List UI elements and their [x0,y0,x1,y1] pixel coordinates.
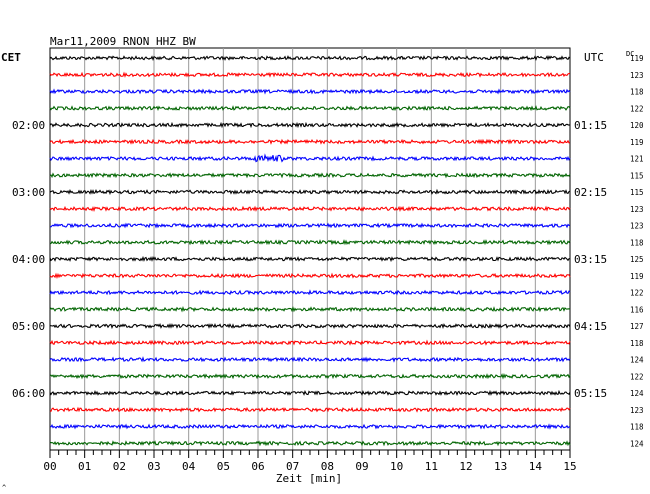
dc-value: 119 [630,54,644,63]
x-tick-label: 11 [425,460,438,473]
dc-value: 118 [630,238,644,247]
dc-value: 115 [630,188,644,197]
right-hour-label: 05:15 [574,387,607,400]
trace-line [49,239,571,246]
trace-line [49,356,571,363]
left-hour-label: 04:00 [12,253,45,266]
dc-value: 124 [630,356,644,365]
right-axis-label: UTC [584,51,604,64]
left-hour-label: 05:00 [12,320,45,333]
dc-value: 123 [630,406,644,415]
trace-line [49,406,571,413]
dc-value: 125 [630,255,644,264]
trace-line [49,55,571,61]
dc-value: 124 [630,439,644,448]
trace-line [49,272,571,279]
trace-line [49,88,571,95]
dc-value: 116 [630,305,644,314]
trace-line [49,188,571,196]
x-axis-label: Zeit [min] [276,472,342,485]
x-tick-label: 12 [459,460,472,473]
dc-value: 121 [630,155,644,164]
trace-line [49,322,571,330]
trace-line [49,138,571,145]
trace-line [49,289,571,296]
left-hour-label: 03:00 [12,186,45,199]
footer-mark: ^ [2,484,6,492]
chart-title: Mar11,2009 RNON HHZ BW [50,35,196,48]
trace-line [49,255,571,263]
dc-value: 118 [630,339,644,348]
trace-line [49,339,571,346]
trace-line [49,222,571,229]
dc-label: DC [626,50,634,58]
x-tick-label: 14 [529,460,543,473]
trace-line [49,71,571,78]
trace-line [49,373,571,380]
x-tick-label: 13 [494,460,507,473]
x-tick-label: 07 [286,460,299,473]
trace-line [49,305,571,313]
dc-value: 122 [630,289,644,298]
right-hour-label: 03:15 [574,253,607,266]
trace-line [49,172,571,179]
x-tick-label: 10 [390,460,403,473]
right-hour-label: 04:15 [574,320,607,333]
trace-line [49,440,571,447]
x-tick-label: 01 [78,460,91,473]
left-axis-label: CET [1,51,21,64]
dc-value: 119 [630,138,644,147]
dc-value: 124 [630,389,644,398]
x-tick-label: 05 [217,460,230,473]
dc-value: 120 [630,121,644,130]
dc-value: 122 [630,372,644,381]
dc-value: 123 [630,71,644,80]
right-hour-label: 01:15 [574,119,607,132]
dc-value: 122 [630,104,644,113]
x-tick-label: 02 [113,460,126,473]
trace-line [49,423,571,430]
left-hour-label: 06:00 [12,387,45,400]
x-tick-label: 15 [563,460,576,473]
x-tick-label: 04 [182,460,196,473]
left-hour-label: 02:00 [12,119,45,132]
trace-line [49,205,571,213]
x-tick-label: 09 [355,460,368,473]
x-tick-label: 08 [321,460,334,473]
dc-value: 119 [630,272,644,281]
trace-line [49,389,571,397]
dc-value: 115 [630,171,644,180]
dc-value: 127 [630,322,644,331]
dc-value: 123 [630,222,644,231]
x-tick-label: 03 [147,460,160,473]
x-tick-label: 00 [43,460,56,473]
dc-value: 123 [630,205,644,214]
trace-line [49,153,571,163]
dc-value: 118 [630,88,644,97]
right-hour-label: 02:15 [574,186,607,199]
x-tick-label: 06 [251,460,264,473]
trace-line [49,121,571,129]
trace-line [49,105,571,112]
dc-value: 118 [630,423,644,432]
